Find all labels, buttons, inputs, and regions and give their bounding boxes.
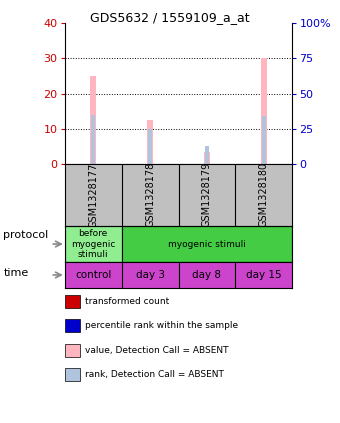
Text: day 15: day 15	[246, 270, 282, 280]
Text: value, Detection Call = ABSENT: value, Detection Call = ABSENT	[85, 346, 228, 355]
Text: protocol: protocol	[3, 230, 49, 240]
Text: transformed count: transformed count	[85, 297, 169, 306]
Bar	[121, 226, 292, 262]
Text: day 8: day 8	[192, 270, 221, 280]
Text: rank, Detection Call = ABSENT: rank, Detection Call = ABSENT	[85, 370, 224, 379]
Text: GSM1328179: GSM1328179	[202, 162, 212, 228]
Bar	[148, 129, 152, 164]
Bar	[65, 226, 121, 262]
Text: GSM1328178: GSM1328178	[145, 162, 155, 228]
Text: before
myogenic
stimuli: before myogenic stimuli	[71, 229, 115, 259]
Text: GSM1328180: GSM1328180	[259, 162, 269, 228]
Bar	[147, 120, 153, 164]
Text: myogenic stimuli: myogenic stimuli	[168, 239, 246, 249]
Text: control: control	[75, 270, 111, 280]
Bar	[91, 115, 95, 164]
Text: time: time	[3, 268, 29, 278]
Bar	[90, 76, 97, 164]
Bar	[204, 151, 210, 164]
Text: GSM1328177: GSM1328177	[88, 162, 98, 228]
Text: percentile rank within the sample: percentile rank within the sample	[85, 321, 238, 330]
Bar	[262, 116, 266, 164]
Bar	[205, 146, 209, 164]
Bar	[260, 58, 267, 164]
Text: GDS5632 / 1559109_a_at: GDS5632 / 1559109_a_at	[90, 11, 250, 24]
Text: day 3: day 3	[136, 270, 165, 280]
